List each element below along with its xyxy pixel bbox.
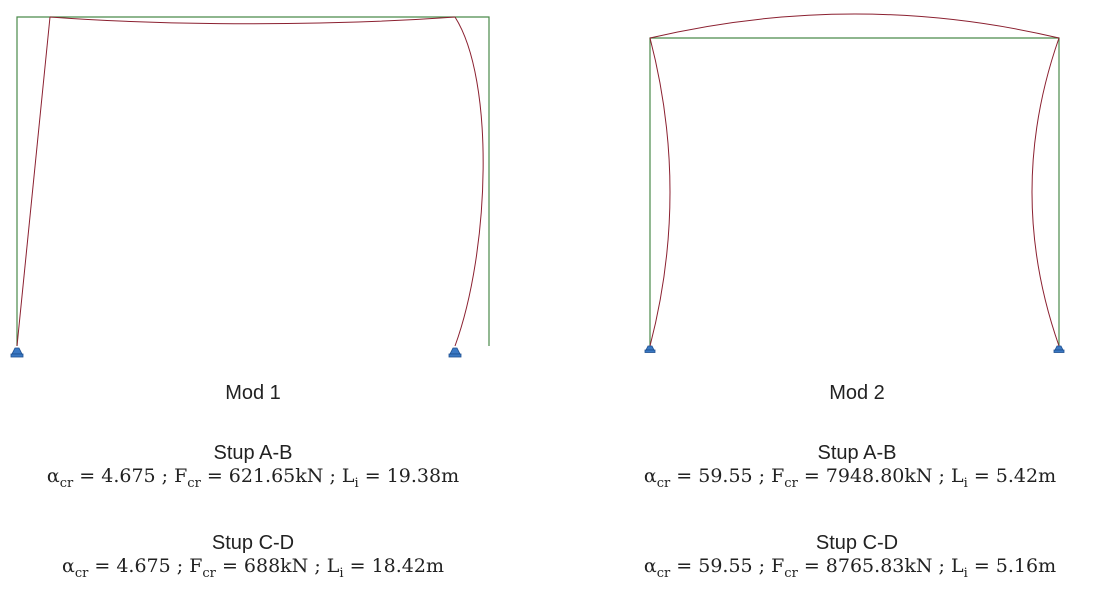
mode-2-deformed-left-column: [649, 37, 671, 347]
mode-2-frame: [644, 13, 1065, 353]
mode-2-undeformed-frame: [649, 37, 1060, 346]
mode-2-column-cd-formula: αcr = 59.55 ; Fcr = 8765.83kN ; Li = 5.1…: [643, 555, 1057, 581]
mode-1-column-ab-formula: αcr = 4.675 ; Fcr = 621.65kN ; Li = 19.3…: [46, 465, 460, 491]
mode-1-title: Mod 1: [225, 382, 281, 404]
mode-2-column-ab-label: Stup A-B: [817, 442, 897, 464]
pinned-support-icon: [448, 347, 462, 358]
mode-1-frame: [10, 16, 490, 358]
mode-2-deformed-right-column: [1031, 37, 1060, 347]
mode-1-column-cd-formula: αcr = 4.675 ; Fcr = 688kN ; Li = 18.42m: [61, 555, 445, 581]
mode-1-column-cd-label: Stup C-D: [211, 532, 295, 554]
mode-2-column-ab-formula: αcr = 59.55 ; Fcr = 7948.80kN ; Li = 5.4…: [643, 465, 1057, 491]
mode-1-deformed-right-column: [454, 16, 484, 347]
mode-1-deformed-left-column: [16, 16, 51, 347]
mode-1-undeformed-frame: [16, 16, 490, 346]
mode-2-title: Mod 2: [829, 382, 885, 404]
pinned-support-icon: [1053, 345, 1065, 353]
mode-2-deformed-beam: [649, 13, 1060, 39]
mode-1-column-ab-label: Stup A-B: [213, 442, 293, 464]
mode-2-column-cd-label: Stup C-D: [815, 532, 899, 554]
pinned-support-icon: [644, 345, 656, 353]
mode-1-deformed-beam: [49, 16, 456, 25]
pinned-support-icon: [10, 347, 24, 358]
